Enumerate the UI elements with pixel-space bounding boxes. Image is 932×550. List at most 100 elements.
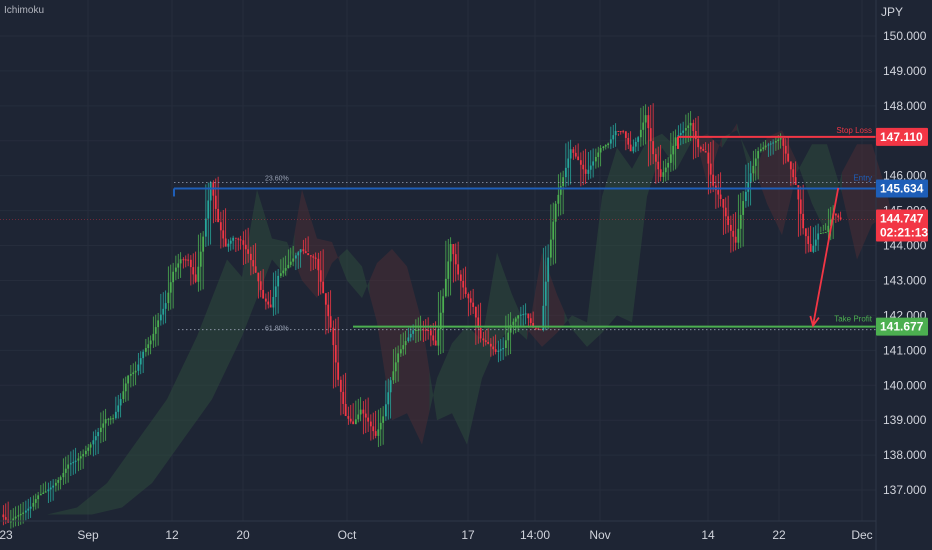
cloud-segment <box>497 252 505 344</box>
candle-body <box>777 139 780 142</box>
cloud-segment <box>662 133 670 159</box>
cloud-segment <box>92 489 100 515</box>
candle-body <box>399 349 402 354</box>
candle-body <box>344 403 347 417</box>
candle-body <box>789 161 792 170</box>
price-tick-label: 140.000 <box>883 378 927 392</box>
indicator-label[interactable]: Ichimoku <box>4 5 45 16</box>
candle-body <box>349 418 352 422</box>
candle-body <box>234 237 237 239</box>
candle-body <box>722 199 725 208</box>
candle-body <box>552 221 555 240</box>
candle-body <box>87 447 90 451</box>
candle-body <box>512 321 515 325</box>
entry-badge-text: 145.634 <box>880 181 924 195</box>
candle-body <box>709 163 712 175</box>
candle-body <box>17 515 20 517</box>
time-tick-label: Nov <box>589 528 610 542</box>
take-profit-label: Take Profit <box>834 315 873 324</box>
cloud-segment <box>842 158 850 227</box>
candle-body <box>142 351 145 359</box>
time-tick-label: 12 <box>165 528 179 542</box>
candle-body <box>157 320 160 328</box>
candle-body <box>374 431 377 436</box>
candle-body <box>514 318 517 322</box>
candle-body <box>214 195 217 209</box>
candle-body <box>412 330 415 334</box>
candle-body <box>707 152 710 164</box>
candle-body <box>429 330 432 336</box>
fib-label-23: 23.60% <box>265 175 289 182</box>
candle-body <box>519 314 522 316</box>
candle-body <box>102 423 105 428</box>
stop-loss-badge-bg <box>876 127 928 146</box>
candle-body <box>372 426 375 432</box>
candle-body <box>664 167 667 173</box>
candle-body <box>27 508 30 511</box>
candle-body <box>359 409 362 415</box>
take-profit-badge[interactable]: 141.677 <box>876 317 928 336</box>
candle-body <box>309 255 312 257</box>
candle-body <box>237 238 240 240</box>
candle-body <box>149 340 152 345</box>
candle-body <box>94 436 97 441</box>
candle-body <box>579 160 582 165</box>
candle-body <box>172 271 175 283</box>
time-tick-label: 14:00 <box>520 528 550 542</box>
cloud-segment <box>459 325 467 445</box>
candle-body <box>342 391 345 404</box>
cloud-segment <box>174 367 182 452</box>
cloud-segment <box>632 154 640 323</box>
candle-body <box>42 492 45 494</box>
candle-body <box>497 350 500 352</box>
grid <box>0 0 876 521</box>
price-tick-label: 149.000 <box>883 64 927 78</box>
candle-body <box>129 374 132 376</box>
candle-body <box>762 147 765 150</box>
candle-body <box>759 149 762 152</box>
candle-body <box>672 145 675 155</box>
candle-body <box>477 317 480 328</box>
candle-body <box>207 200 210 219</box>
cloud-segment <box>579 318 587 347</box>
cloud-segment <box>167 383 175 463</box>
candle-body <box>244 244 247 250</box>
candle-body <box>262 289 265 299</box>
candle-body <box>614 130 617 136</box>
cloud-segment <box>264 214 272 279</box>
candle-body <box>327 304 330 317</box>
price-axis[interactable]: 137.000138.000139.000140.000141.000142.0… <box>875 0 928 550</box>
candle-body <box>582 164 585 170</box>
cloud-segment <box>384 249 392 421</box>
candle-body <box>482 338 485 341</box>
candle-body <box>352 421 355 425</box>
candle-body <box>679 132 682 136</box>
entry-badge-bg <box>876 179 928 198</box>
candle-body <box>314 257 317 259</box>
candle-body <box>277 275 280 287</box>
candle-body <box>787 153 790 162</box>
candle-body <box>752 165 755 174</box>
candle-body <box>602 146 605 149</box>
cloud-segment <box>362 266 370 298</box>
candle-body <box>717 190 720 195</box>
entry-badge[interactable]: 145.634 <box>876 179 928 198</box>
candle-body <box>354 419 357 425</box>
cloud-segment <box>429 371 437 421</box>
cloud-segment <box>107 472 115 512</box>
candle-body <box>694 130 697 140</box>
candle-body <box>592 161 595 166</box>
stop-loss-badge[interactable]: 147.110 <box>876 127 928 146</box>
time-axis[interactable]: 23 Sep 12 20 Oct 17 14:00 Nov 14 22 Dec <box>0 520 876 542</box>
candle-body <box>134 370 137 373</box>
price-tick-label: 141.000 <box>883 343 927 357</box>
candle-body <box>454 254 457 265</box>
candle-body <box>562 177 565 187</box>
candle-body <box>229 240 232 244</box>
cloud-segment <box>737 123 745 153</box>
cloud-segment <box>182 352 190 442</box>
candle-body <box>439 312 442 330</box>
